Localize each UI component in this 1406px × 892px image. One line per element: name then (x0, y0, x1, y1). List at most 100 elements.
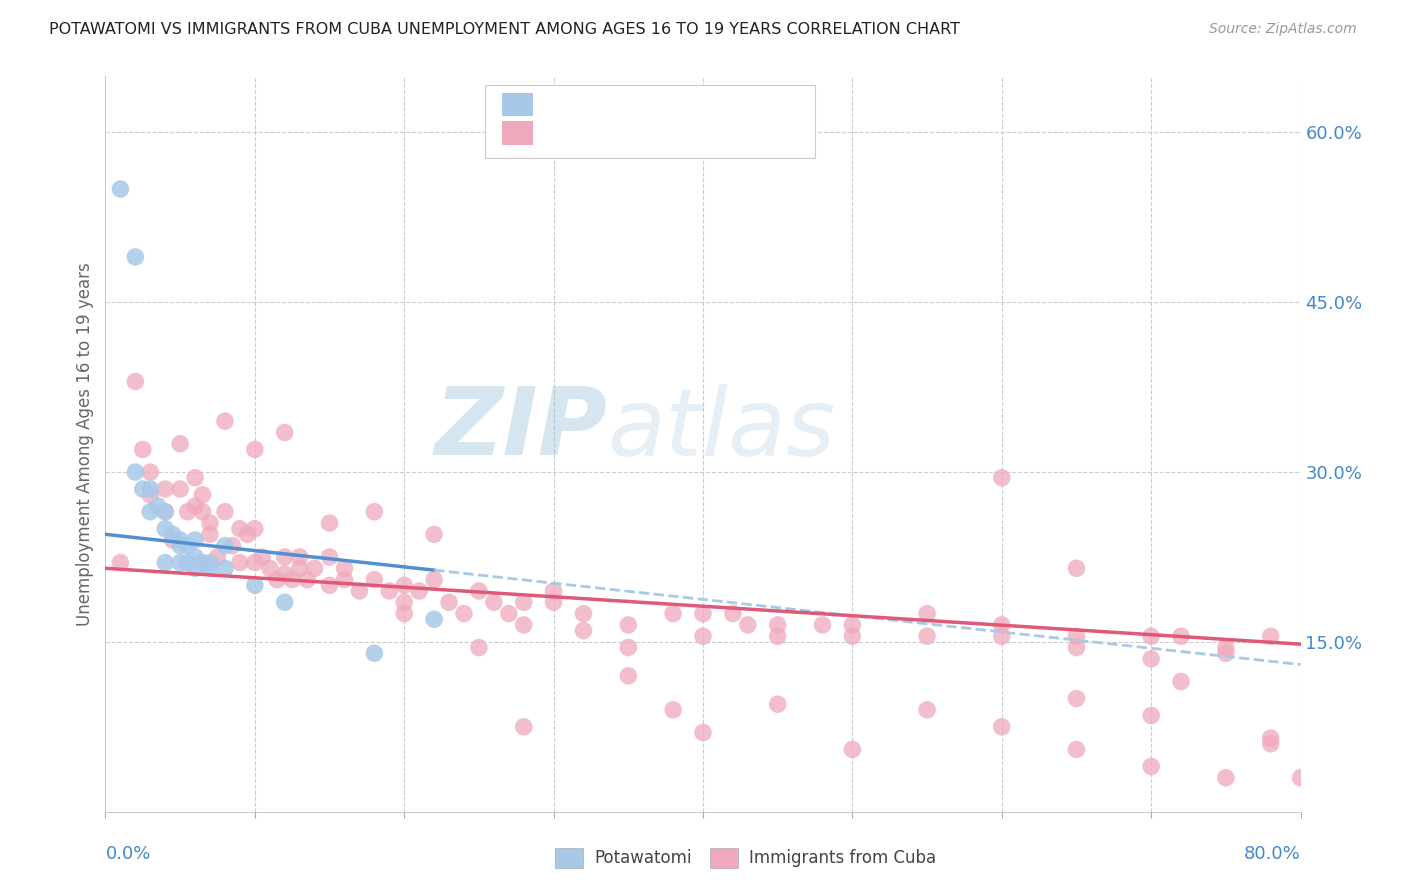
Point (1260, 629, 1282, 643)
Point (766, 618, 789, 632)
Point (273, 595, 295, 609)
Text: R =: R = (547, 95, 585, 113)
Point (288, 561, 311, 575)
Point (1140, 652, 1163, 666)
Point (124, 465, 146, 479)
Point (513, 618, 536, 632)
Point (132, 482, 155, 496)
Point (766, 697, 789, 711)
Point (132, 442, 155, 457)
Point (1066, 561, 1088, 575)
Point (1170, 674, 1192, 689)
Point (243, 442, 266, 457)
Point (236, 527, 259, 541)
Point (408, 584, 430, 599)
Point (1260, 737, 1282, 751)
Point (498, 607, 520, 621)
Point (176, 505, 198, 519)
Point (915, 607, 938, 621)
Point (139, 488, 162, 502)
Point (692, 629, 714, 643)
Point (349, 584, 371, 599)
Text: Immigrants from Cuba: Immigrants from Cuba (749, 849, 936, 867)
Text: N =: N = (662, 124, 702, 142)
Point (468, 640, 491, 655)
Point (437, 595, 460, 609)
Point (214, 539, 236, 553)
Point (243, 556, 266, 570)
Point (915, 703, 938, 717)
Point (482, 595, 505, 609)
Point (318, 549, 340, 564)
Point (394, 607, 416, 621)
Point (990, 471, 1012, 485)
Point (1066, 640, 1088, 655)
Point (243, 522, 266, 536)
Point (229, 522, 252, 536)
Text: 0.0%: 0.0% (105, 845, 150, 863)
Point (198, 561, 221, 575)
Point (662, 703, 685, 717)
Point (990, 629, 1012, 643)
Point (617, 669, 640, 683)
Point (198, 516, 221, 530)
Point (110, 182, 132, 196)
Point (811, 618, 834, 632)
Point (737, 618, 759, 632)
Point (124, 375, 146, 389)
Point (169, 482, 191, 496)
Text: N =: N = (662, 95, 702, 113)
Point (273, 566, 295, 581)
Point (155, 556, 177, 570)
Point (572, 607, 595, 621)
Point (273, 425, 295, 440)
Point (139, 465, 162, 479)
Point (378, 584, 401, 599)
Point (617, 618, 640, 632)
Point (252, 549, 274, 564)
Point (1170, 629, 1192, 643)
Point (363, 573, 385, 587)
Point (662, 607, 685, 621)
Point (333, 573, 356, 587)
Point (162, 527, 184, 541)
Point (1066, 629, 1088, 643)
Point (139, 482, 162, 496)
Point (214, 414, 236, 428)
Point (572, 624, 595, 638)
Point (468, 584, 491, 599)
Point (1140, 708, 1163, 723)
Point (155, 522, 177, 536)
Point (169, 533, 191, 547)
Point (198, 556, 221, 570)
Point (363, 646, 385, 660)
Point (207, 549, 229, 564)
Point (146, 499, 169, 513)
Point (692, 725, 714, 739)
Point (1140, 629, 1163, 643)
Point (1215, 646, 1237, 660)
Text: ZIP: ZIP (434, 383, 607, 475)
Point (841, 629, 863, 643)
Y-axis label: Unemployment Among Ages 16 to 19 years: Unemployment Among Ages 16 to 19 years (76, 262, 94, 625)
Point (990, 720, 1012, 734)
Point (266, 573, 288, 587)
Point (1066, 742, 1088, 756)
Point (1215, 771, 1237, 785)
Point (692, 607, 714, 621)
Point (617, 640, 640, 655)
Point (841, 618, 863, 632)
Point (162, 533, 184, 547)
Point (169, 539, 191, 553)
Point (543, 595, 565, 609)
Point (513, 595, 536, 609)
Text: atlas: atlas (607, 384, 835, 475)
Point (318, 516, 340, 530)
Text: POTAWATOMI VS IMMIGRANTS FROM CUBA UNEMPLOYMENT AMONG AGES 16 TO 19 YEARS CORREL: POTAWATOMI VS IMMIGRANTS FROM CUBA UNEMP… (49, 22, 960, 37)
Point (721, 607, 744, 621)
Point (176, 539, 198, 553)
Point (841, 742, 863, 756)
Point (333, 561, 356, 575)
Point (155, 505, 177, 519)
Point (1289, 771, 1312, 785)
